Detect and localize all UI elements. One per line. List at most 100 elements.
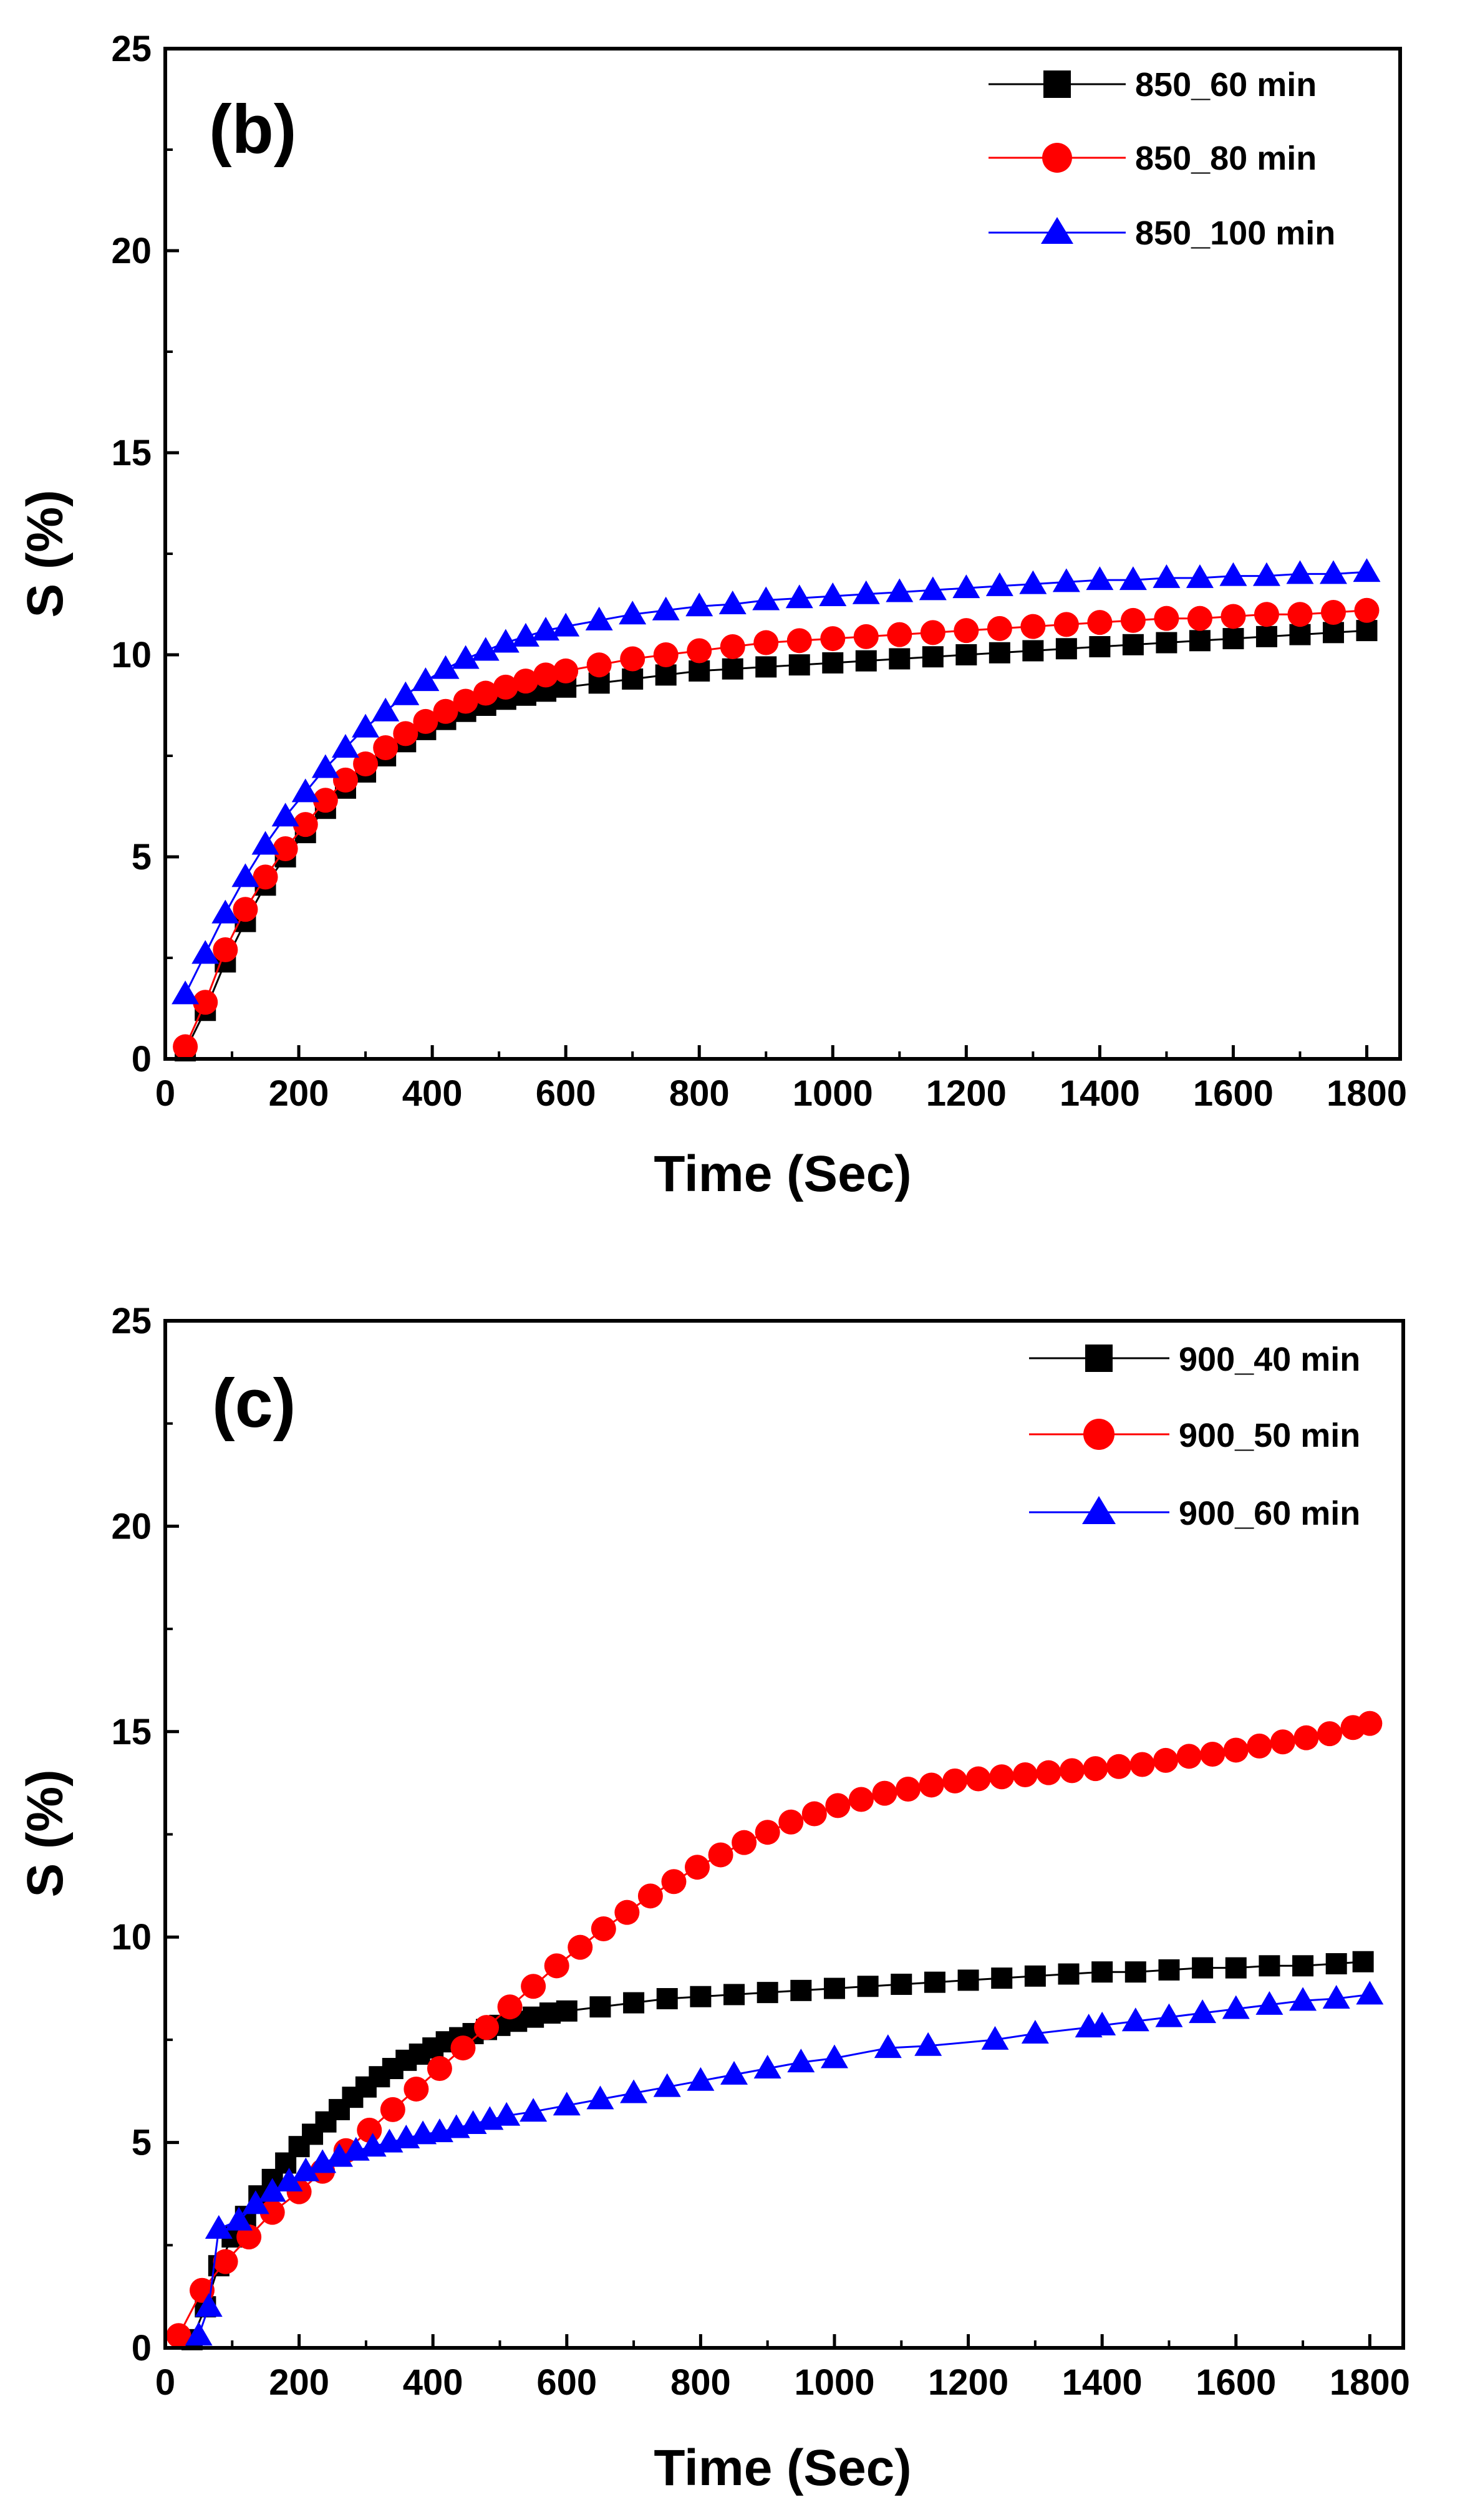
- chart-panel-b: 0 200 400 600 800 1000 1200 1400 1600 1800 0 5 10 15 2…: [17, 29, 1407, 1202]
- panel-b-point-850-60-min: [1255, 625, 1277, 647]
- panel-b-point-850-60-min: [889, 648, 911, 670]
- panel-b-point-850-80-min: [193, 990, 218, 1015]
- panel-c-point-900-40-min: [823, 1977, 845, 1999]
- panel-c-point-900-50-min: [661, 1869, 687, 1895]
- panel-b-point-850-100-min: [372, 697, 400, 722]
- panel-b-x-tick-label: 800: [669, 1073, 730, 1114]
- panel-c-point-900-50-min: [380, 2097, 405, 2122]
- panel-c-point-900-60-min: [205, 2214, 233, 2239]
- panel-c-point-900-40-min: [857, 1976, 879, 1997]
- panel-b-point-850-100-min: [1086, 566, 1114, 591]
- panel-c-point-900-60-min: [258, 2178, 286, 2202]
- panel-c-point-900-50-min: [1200, 1742, 1226, 1767]
- panel-b-point-850-80-min: [312, 788, 338, 813]
- panel-b-point-850-100-min: [452, 645, 480, 669]
- panel-b-point-850-80-min: [653, 642, 679, 667]
- panel-b-legend: 850_60 min 850_80 min 850_100 min: [989, 66, 1335, 252]
- panel-b-point-850-100-min: [331, 734, 359, 758]
- panel-c-point-900-50-min: [848, 1787, 874, 1812]
- panel-c-x-tick-label: 200: [269, 2362, 329, 2403]
- panel-b-point-850-100-min: [1286, 560, 1314, 584]
- panel-b-point-850-100-min: [752, 586, 780, 611]
- panel-c-point-900-50-min: [357, 2117, 382, 2143]
- panel-b-point-850-80-min: [393, 721, 418, 746]
- panel-c-point-900-60-min: [185, 2322, 213, 2346]
- panel-c-point-900-60-min: [1289, 1987, 1317, 2011]
- panel-c-point-900-40-min: [1124, 1961, 1146, 1983]
- panel-c-point-900-60-min: [1189, 1999, 1217, 2024]
- panel-b-point-850-100-min: [392, 681, 420, 705]
- panel-b-point-850-100-min: [1353, 558, 1381, 582]
- panel-b-point-850-60-min: [1022, 640, 1044, 662]
- panel-b-point-850-60-min: [922, 646, 944, 668]
- panel-c-legend: 900_40 min 900_50 min 900_60 min: [1029, 1341, 1360, 1532]
- panel-b-legend-marker-850-80: [1042, 143, 1072, 173]
- panel-c-point-900-40-min: [757, 1982, 778, 2004]
- panel-b-series-850-100-min: [172, 558, 1381, 1005]
- panel-b-point-850-100-min: [685, 592, 713, 617]
- panel-c-point-900-40-min: [1352, 1951, 1374, 1972]
- panel-b-point-850-80-min: [293, 812, 318, 838]
- panel-c-legend-label-900-50: 900_50 min: [1179, 1417, 1360, 1454]
- panel-b-legend-label-850-60: 850_60 min: [1135, 66, 1317, 104]
- panel-b-y-tick-label: 25: [111, 29, 152, 69]
- panel-b-x-tick-label: 1000: [793, 1073, 873, 1114]
- panel-b-x-tick-label: 600: [536, 1073, 596, 1114]
- panel-b-point-850-100-min: [1119, 566, 1147, 591]
- panel-b-x-tick-label: 400: [402, 1073, 463, 1114]
- panel-b-point-850-100-min: [432, 655, 460, 679]
- panel-c-point-900-50-min: [989, 1764, 1015, 1790]
- panel-c-point-900-60-min: [225, 2206, 253, 2231]
- panel-c-point-900-50-min: [1247, 1733, 1272, 1759]
- panel-c-point-900-40-min: [1292, 1955, 1314, 1977]
- panel-b-point-850-60-min: [788, 654, 810, 676]
- panel-b-x-tick-label: 0: [155, 1073, 175, 1114]
- panel-b-point-850-60-min: [955, 644, 977, 665]
- panel-c-point-900-50-min: [1176, 1744, 1202, 1769]
- panel-c-point-900-50-min: [259, 2199, 285, 2225]
- panel-b-x-tick-label: 1400: [1060, 1073, 1140, 1114]
- panel-c-point-900-50-min: [755, 1820, 780, 1845]
- panel-b-point-850-80-min: [687, 638, 712, 664]
- panel-c-point-900-50-min: [1036, 1760, 1061, 1785]
- panel-b-point-850-100-min: [585, 606, 613, 630]
- panel-c-point-900-50-min: [1270, 1729, 1295, 1755]
- panel-b-point-850-80-min: [1087, 610, 1113, 635]
- panel-c-point-900-50-min: [591, 1916, 616, 1942]
- panel-b-x-tick-label: 1200: [926, 1073, 1007, 1114]
- panel-b-point-850-100-min: [652, 596, 680, 620]
- panel-b-point-850-100-min: [231, 863, 259, 887]
- panel-b-point-850-100-min: [852, 580, 880, 604]
- panel-c-x-tick-label: 400: [403, 2362, 463, 2403]
- panel-c-point-900-60-min: [1255, 1991, 1284, 2015]
- panel-b-point-850-60-min: [1122, 634, 1144, 655]
- panel-b-point-850-100-min: [985, 572, 1013, 596]
- panel-b-point-850-60-min: [1156, 632, 1177, 654]
- panel-c-point-900-60-min: [653, 2073, 681, 2097]
- panel-b-point-850-80-min: [353, 751, 379, 776]
- panel-c-legend-marker-900-40: [1085, 1344, 1113, 1372]
- panel-b-point-850-80-min: [213, 937, 238, 963]
- panel-b-point-850-80-min: [1053, 612, 1079, 637]
- panel-c-x-tick-label: 800: [670, 2362, 731, 2403]
- panel-b-point-850-80-min: [1354, 597, 1380, 623]
- panel-c-series-900-40-min: [181, 1951, 1374, 2350]
- panel-b-point-850-80-min: [1320, 599, 1346, 625]
- panel-b-point-850-100-min: [412, 667, 440, 692]
- panel-b-point-850-100-min: [271, 803, 299, 827]
- panel-b-point-850-80-min: [820, 626, 846, 652]
- panel-c-point-900-60-min: [1088, 2011, 1116, 2035]
- panel-b-point-850-80-min: [887, 622, 912, 647]
- panel-b-x-axis-title: Time (Sec): [654, 1146, 911, 1202]
- panel-c-series-900-60-min: [185, 1981, 1384, 2346]
- panel-b-y-tick-label: 20: [111, 231, 152, 271]
- panel-c-point-900-50-min: [1059, 1758, 1085, 1784]
- panel-b-point-850-100-min: [1319, 560, 1347, 584]
- panel-b-series-850-80-min: [173, 597, 1380, 1060]
- panel-b-point-850-100-min: [311, 754, 339, 778]
- panel-b-point-850-80-min: [233, 897, 258, 922]
- panel-b-point-850-80-min: [1221, 604, 1246, 629]
- panel-b-point-850-100-min: [191, 940, 220, 964]
- panel-c-point-900-40-min: [623, 1992, 645, 2014]
